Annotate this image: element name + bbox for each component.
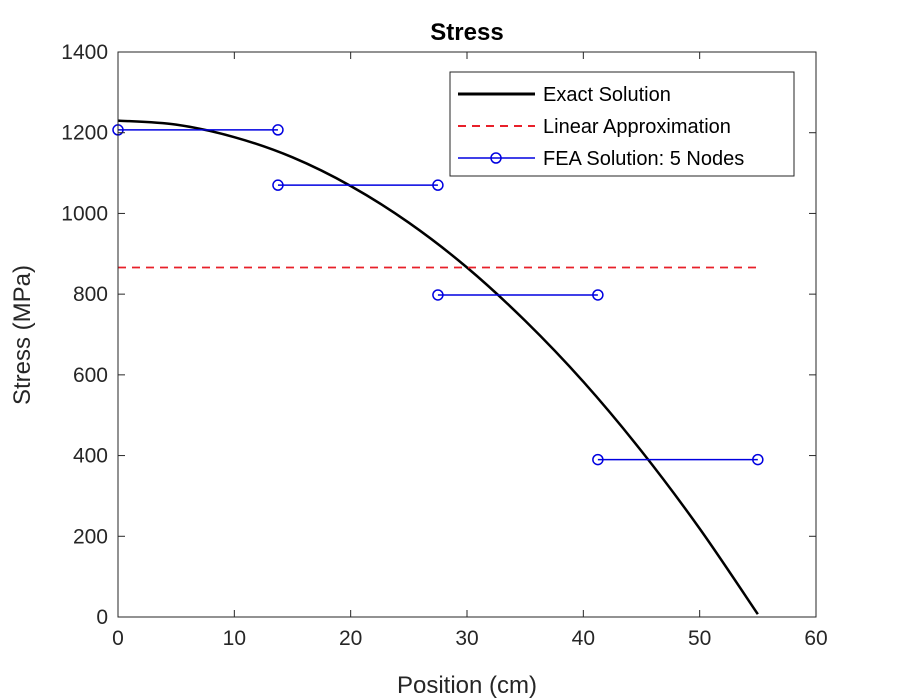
fea-node-marker [432,179,444,191]
legend-label-fea: FEA Solution: 5 Nodes [543,148,744,170]
legend: Exact Solution Linear Approximation FEA … [449,71,795,177]
x-tick-label: 20 [339,627,362,650]
y-axis-label: Stress (MPa) [9,265,36,405]
series-layer [112,119,764,615]
y-tick-label: 800 [73,283,108,306]
series-exact-solution-line [117,119,759,615]
chart-title: Stress [430,19,503,46]
fea-node-marker [752,453,764,466]
x-tick-label: 40 [572,627,595,650]
y-tick-label: 0 [96,606,108,629]
x-tick-label: 10 [223,627,246,650]
x-tick-label: 50 [688,627,711,650]
y-tick-label: 400 [73,445,108,468]
y-tick-label: 600 [73,364,108,387]
fea-node-marker [432,289,444,301]
legend-marker-fea [490,152,502,164]
legend-label-linear: Linear Approximation [543,116,731,138]
y-tick-label: 1000 [61,202,108,225]
fea-node-marker [272,179,284,191]
y-tick-label: 1200 [61,122,108,145]
y-tick-label: 1400 [61,41,108,64]
fea-node-marker [272,124,284,136]
y-tick-label: 200 [73,525,108,548]
x-tick-label: 30 [455,627,478,650]
fea-node-marker [592,289,604,301]
x-axis-label: Position (cm) [397,672,537,699]
x-tick-label: 0 [112,627,124,650]
x-tick-label: 60 [804,627,827,650]
fea-node-marker [592,453,604,466]
legend-label-exact: Exact Solution [543,84,671,106]
